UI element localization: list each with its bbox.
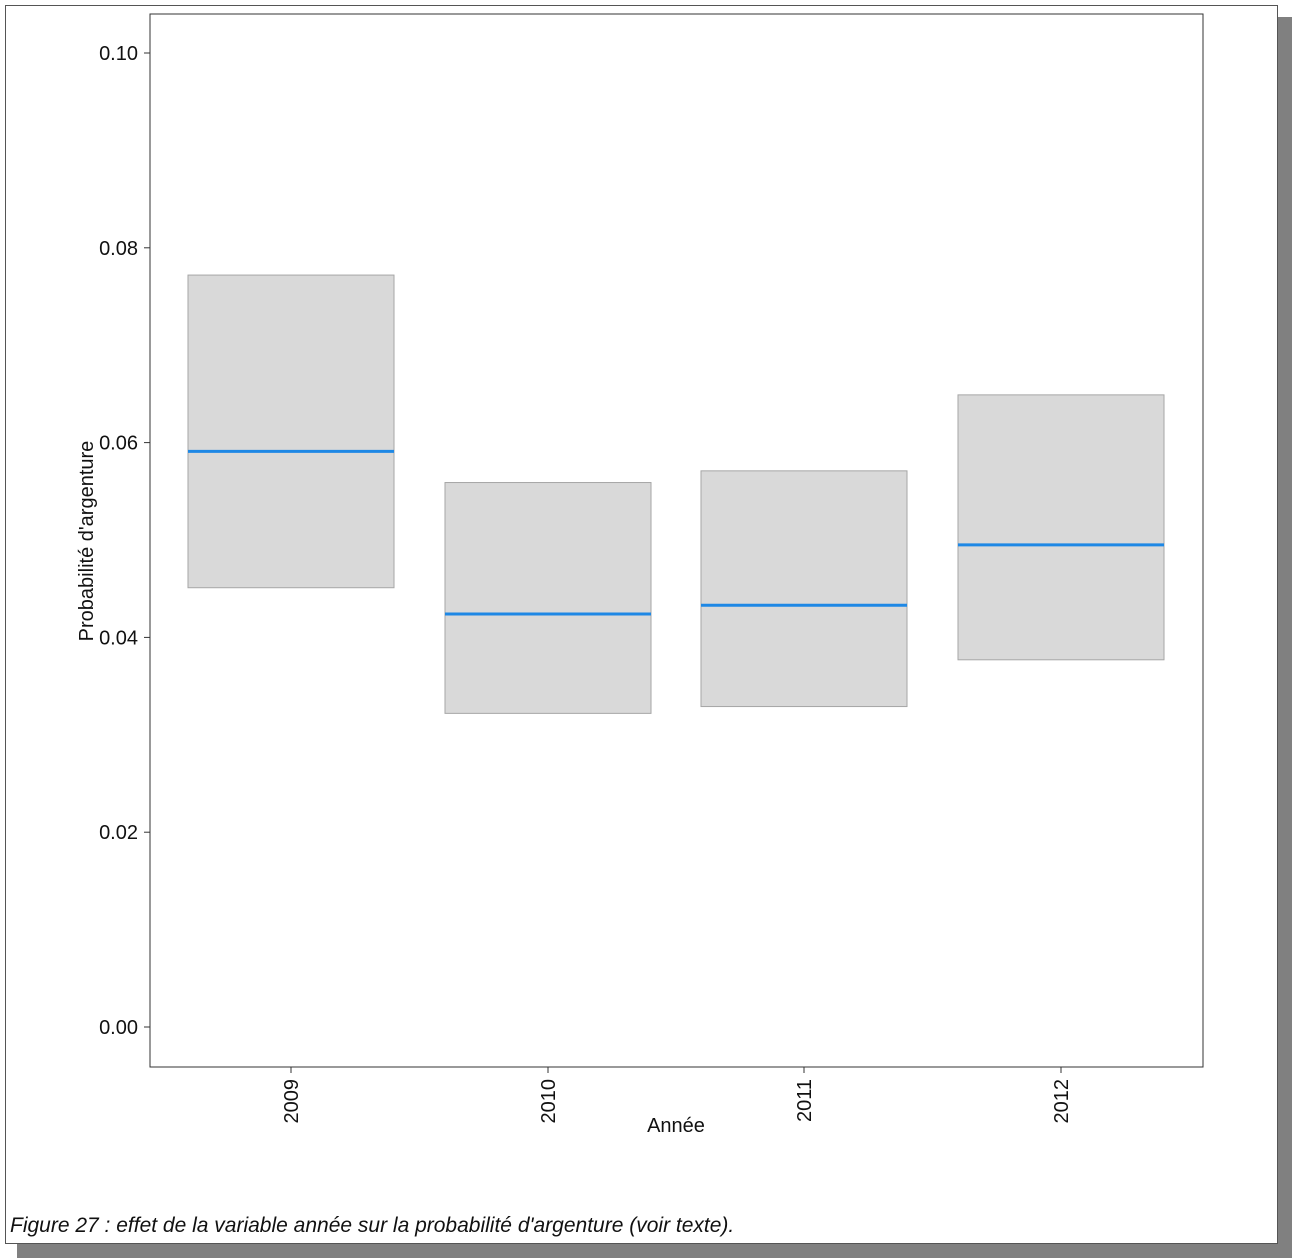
x-tick-label: 2010	[538, 1079, 560, 1124]
interval-bands	[187, 274, 1165, 714]
y-axis: 0.00 0.02 0.04 0.06 0.08 0.10	[99, 43, 150, 1039]
x-axis: 2009 2010 2011 2012	[281, 1067, 1073, 1124]
interval-band	[187, 274, 395, 589]
y-tick-label: 0.10	[99, 43, 138, 65]
y-tick-label: 0.02	[99, 822, 138, 844]
y-tick-label: 0.00	[99, 1017, 138, 1039]
interval-band	[957, 394, 1165, 661]
interval-band	[700, 470, 908, 708]
x-axis-title: Année	[647, 1115, 705, 1137]
y-tick-label: 0.04	[99, 627, 138, 649]
x-tick-label: 2012	[1051, 1079, 1073, 1124]
y-axis-title: Probabilité d'argenture	[76, 441, 98, 642]
y-tick-label: 0.06	[99, 433, 138, 455]
figure-caption: Figure 27 : effet de la variable année s…	[10, 1214, 735, 1237]
interval-band	[444, 482, 652, 714]
x-tick-label: 2011	[794, 1079, 816, 1122]
x-tick-label: 2009	[281, 1079, 303, 1124]
y-tick-label: 0.08	[99, 238, 138, 260]
